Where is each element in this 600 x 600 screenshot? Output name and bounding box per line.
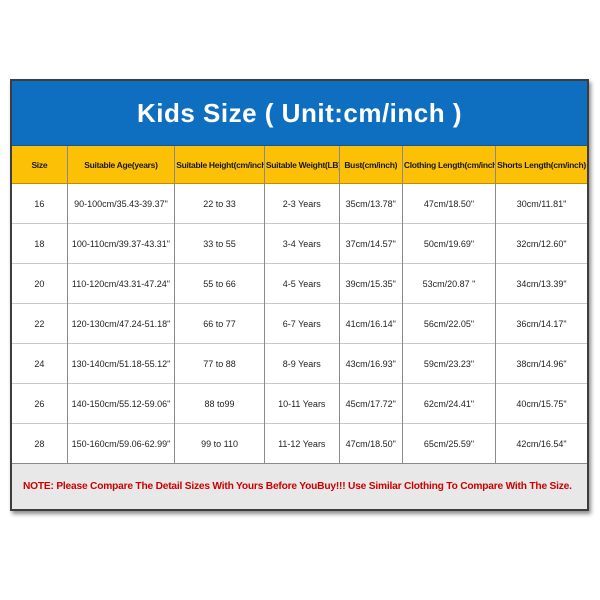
table-cell: 66 to 77 <box>174 303 265 344</box>
table-cell: 53cm/20.87 " <box>401 263 496 304</box>
table-cell: 55 to 66 <box>174 263 265 304</box>
table-cell: 100-110cm/39.37-43.31" <box>66 223 175 264</box>
table-cell: 24 <box>12 343 68 384</box>
column-header: Size <box>12 146 68 184</box>
size-table: Size Suitable Age(years) Suitable Height(c… <box>12 146 587 463</box>
table-cell: 47cm/18.50" <box>338 423 403 463</box>
table-cell: 42cm/16.54" <box>495 423 587 463</box>
table-cell: 41cm/16.14" <box>338 303 403 344</box>
table-cell: 18 <box>12 223 68 264</box>
column-header: Shorts Length(cm/inch) <box>495 146 587 184</box>
table-cell: 22 <box>12 303 68 344</box>
table-cell: 120-130cm/47.24-51.18" <box>66 303 175 344</box>
size-chart-card: Kids Size ( Unit:cm/inch ) Size Suitable … <box>10 79 589 511</box>
table-cell: 38cm/14.96" <box>495 343 587 384</box>
note-text: NOTE: Please Compare The Detail Sizes Wi… <box>23 481 572 492</box>
table-cell: 4-5 Years <box>263 263 340 304</box>
table-cell: 11-12 Years <box>263 423 340 463</box>
chart-title-banner: Kids Size ( Unit:cm/inch ) <box>12 81 587 146</box>
table-cell: 150-160cm/59.06-62.99" <box>66 423 175 463</box>
table-cell: 50cm/19.69" <box>401 223 496 264</box>
table-cell: 40cm/15.75" <box>495 383 587 424</box>
table-cell: 62cm/24.41" <box>401 383 496 424</box>
table-header-row: Size Suitable Age(years) Suitable Height(c… <box>12 146 587 184</box>
table-row: 28 150-160cm/59.06-62.99" 99 to 110 11-12 Y… <box>12 423 587 463</box>
size-table-body: 16 90-100cm/35.43-39.37" 22 to 33 2-3 Years… <box>12 183 587 463</box>
table-cell: 16 <box>12 183 68 224</box>
table-cell: 8-9 Years <box>263 343 340 384</box>
table-row: 22 120-130cm/47.24-51.18" 66 to 77 6-7 Year… <box>12 303 587 344</box>
table-cell: 88 to99 <box>174 383 265 424</box>
column-header: Suitable Weight(LB) <box>263 146 340 184</box>
table-cell: 26 <box>12 383 68 424</box>
table-cell: 99 to 110 <box>174 423 265 463</box>
table-row: 26 140-150cm/55.12-59.06" 88 to99 10-11 Yea… <box>12 383 587 424</box>
table-cell: 65cm/25.59" <box>401 423 496 463</box>
table-cell: 90-100cm/35.43-39.37" <box>66 183 175 224</box>
table-row: 18 100-110cm/39.37-43.31" 33 to 55 3-4 Year… <box>12 223 587 264</box>
table-cell: 28 <box>12 423 68 463</box>
page-title: Kids Size ( Unit:cm/inch ) <box>136 97 463 128</box>
table-cell: 20 <box>12 263 68 304</box>
table-cell: 2-3 Years <box>263 183 340 224</box>
table-cell: 43cm/16.93" <box>338 343 403 384</box>
table-cell: 56cm/22.05" <box>401 303 496 344</box>
table-cell: 35cm/13.78" <box>338 183 403 224</box>
table-cell: 47cm/18.50" <box>401 183 496 224</box>
table-cell: 110-120cm/43.31-47.24" <box>66 263 175 304</box>
table-cell: 37cm/14.57" <box>338 223 403 264</box>
table-cell: 6-7 Years <box>263 303 340 344</box>
table-cell: 3-4 Years <box>263 223 340 264</box>
table-cell: 22 to 33 <box>174 183 265 224</box>
table-cell: 34cm/13.39" <box>495 263 587 304</box>
table-cell: 39cm/15.35" <box>338 263 403 304</box>
table-row: 24 130-140cm/51.18-55.12" 77 to 88 8-9 Year… <box>12 343 587 384</box>
table-row: 16 90-100cm/35.43-39.37" 22 to 33 2-3 Years… <box>12 183 587 224</box>
table-cell: 59cm/23.23" <box>401 343 496 384</box>
table-cell: 32cm/12.60" <box>495 223 587 264</box>
column-header: Suitable Height(cm/inch) <box>174 146 265 184</box>
column-header: Suitable Age(years) <box>66 146 175 184</box>
column-header: Clothing Length(cm/inch) <box>401 146 496 184</box>
table-cell: 130-140cm/51.18-55.12" <box>66 343 175 384</box>
table-cell: 36cm/14.17" <box>495 303 587 344</box>
table-row: 20 110-120cm/43.31-47.24" 55 to 66 4-5 Year… <box>12 263 587 304</box>
table-cell: 33 to 55 <box>174 223 265 264</box>
table-cell: 10-11 Years <box>263 383 340 424</box>
table-cell: 77 to 88 <box>174 343 265 384</box>
column-header: Bust(cm/inch) <box>338 146 403 184</box>
table-cell: 45cm/17.72" <box>338 383 403 424</box>
table-cell: 30cm/11.81" <box>495 183 587 224</box>
table-cell: 140-150cm/55.12-59.06" <box>66 383 175 424</box>
note-banner: NOTE: Please Compare The Detail Sizes Wi… <box>12 463 587 509</box>
